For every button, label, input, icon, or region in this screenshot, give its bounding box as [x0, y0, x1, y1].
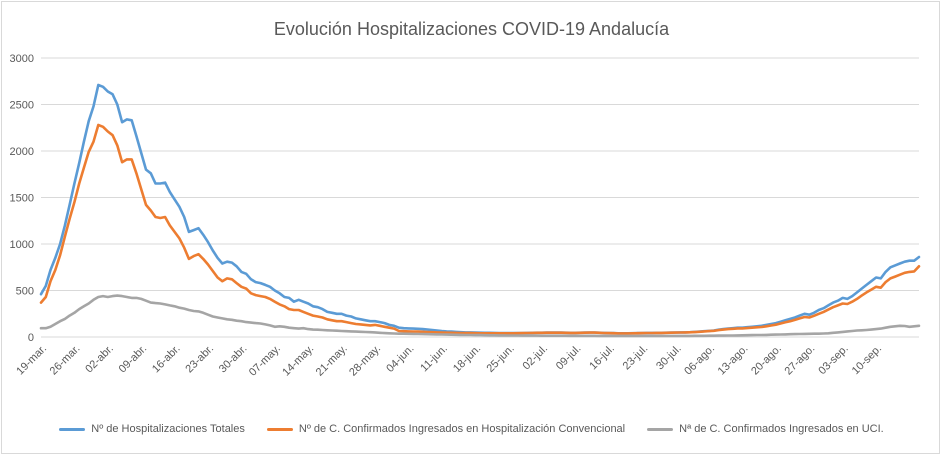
- x-tick-label: 26-mar.: [48, 343, 83, 378]
- x-tick-label: 11-jun.: [418, 343, 450, 375]
- y-tick-label: 2000: [10, 146, 34, 158]
- x-tick-label: 30-abr.: [217, 343, 250, 376]
- x-tick-label: 25-jun.: [484, 343, 516, 375]
- legend-swatch-total: [59, 427, 86, 431]
- legend-item-conventional: Nº de C. Confirmados Ingresados en Hospi…: [266, 423, 626, 435]
- x-tick-label: 02-jul.: [520, 343, 550, 373]
- legend-label-uci: Nª de C. Confirmados Ingresados en UCI.: [679, 423, 884, 435]
- y-tick-label: 3000: [10, 53, 34, 65]
- series-line-1: [39, 123, 921, 335]
- x-tick-label: 14-may.: [280, 343, 316, 379]
- x-tick-label: 04-jun.: [384, 343, 416, 375]
- x-tick-label: 10-sep.: [850, 343, 884, 377]
- gridlines: [41, 57, 919, 338]
- legend-label-conventional: Nº de C. Confirmados Ingresados en Hospi…: [298, 423, 626, 435]
- series-lines: [39, 83, 921, 338]
- x-tick-label: 27-ago.: [783, 343, 818, 378]
- series-line-2: [39, 294, 921, 338]
- y-tick-label: 1000: [10, 239, 34, 251]
- y-tick-label: 2500: [10, 100, 34, 112]
- legend-swatch-conventional: [266, 427, 293, 431]
- x-tick-label: 09-jul.: [554, 343, 584, 373]
- x-tick-label: 02-abr.: [83, 343, 116, 376]
- chart-title: Evolución Hospitalizaciones COVID-19 And…: [273, 19, 670, 39]
- y-tick-label: 0: [28, 332, 34, 344]
- legend-item-total: Nº de Hospitalizaciones Totales: [59, 423, 245, 435]
- x-axis: 19-mar.26-mar. 02-abr. 09-abr. 16-abr. 23-ab…: [14, 343, 884, 379]
- x-tick-label: 19-mar.: [14, 343, 49, 378]
- x-tick-label: 21-may.: [314, 343, 350, 379]
- x-tick-label: 16-abr.: [150, 343, 183, 376]
- x-tick-label: 03-sep.: [816, 343, 850, 377]
- x-tick-label: 20-ago.: [749, 343, 784, 378]
- legend-label-total: Nº de Hospitalizaciones Totales: [91, 423, 245, 435]
- y-tick-label: 500: [16, 286, 34, 298]
- x-tick-label: 23-jul.: [621, 343, 651, 373]
- x-tick-label: 07-may.: [247, 343, 283, 379]
- x-tick-label: 23-abr.: [183, 343, 216, 376]
- x-tick-label: 09-abr.: [117, 343, 150, 376]
- legend: Nº de Hospitalizaciones Totales Nº de C.…: [0, 423, 943, 435]
- y-tick-label: 1500: [10, 193, 34, 205]
- x-tick-label: 06-ago.: [682, 343, 717, 378]
- legend-swatch-uci: [647, 427, 674, 431]
- x-tick-label: 16-jul.: [587, 343, 617, 373]
- x-tick-label: 30-jul.: [654, 343, 684, 373]
- y-axis: 0 500 1000 1500 2000 2500 3000: [10, 53, 34, 344]
- x-tick-label: 28-may.: [347, 343, 383, 379]
- series-line-0: [39, 83, 921, 335]
- x-tick-label: 13-ago.: [716, 343, 751, 378]
- legend-item-uci: Nª de C. Confirmados Ingresados en UCI.: [647, 423, 884, 435]
- x-tick-label: 18-jun.: [451, 343, 483, 375]
